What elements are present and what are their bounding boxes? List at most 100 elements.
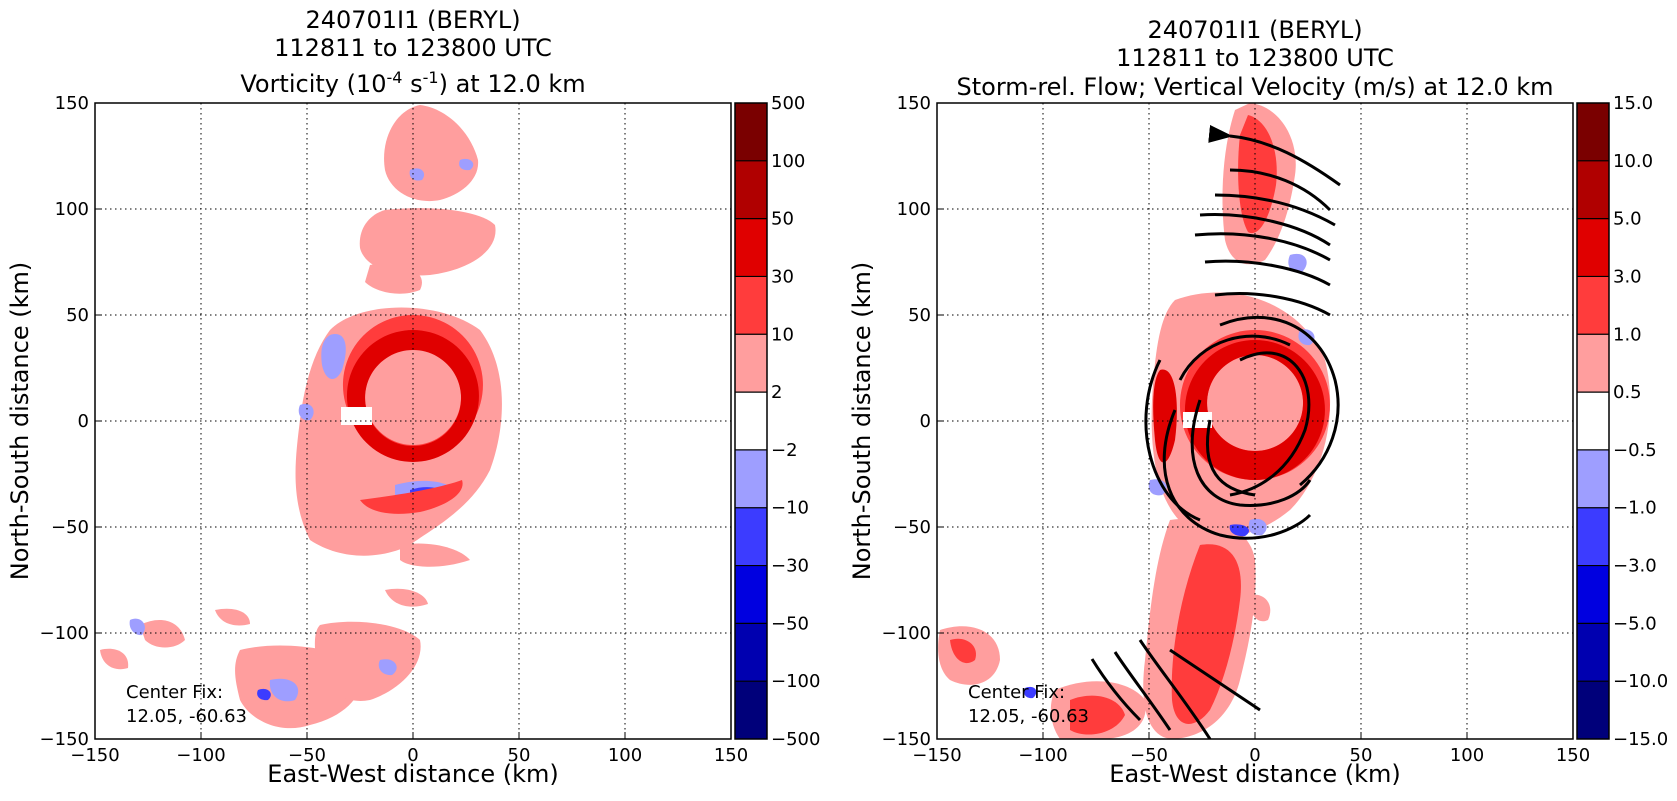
colorbar-label: 3.0 [1613, 266, 1642, 287]
colorbar-label: −500 [771, 729, 820, 750]
colorbar-segment [1577, 681, 1609, 739]
colorbar-segment [1577, 334, 1609, 393]
colorbar-label: 10 [771, 324, 794, 345]
colorbar-label: 0.5 [1613, 382, 1642, 403]
colorbar-segment [1577, 565, 1609, 624]
x-tick-label: 0 [1249, 745, 1260, 766]
colorbar-frame [734, 102, 768, 740]
colorbar-label: −0.5 [1613, 440, 1657, 461]
colorbar-segment [1577, 392, 1609, 450]
colorbar-segment [1577, 218, 1609, 277]
y-tick-label: 50 [908, 305, 931, 326]
y-tick-label: 0 [920, 411, 931, 432]
x-tick-label: −150 [912, 745, 961, 766]
center-fix-label: Center Fix: [968, 682, 1065, 703]
colorbar-label: 30 [771, 266, 794, 287]
vorticity-field [100, 105, 502, 729]
center-fix-value: 12.05, -60.63 [126, 706, 247, 727]
colorbar-segment [735, 218, 767, 277]
center-fix-label: Center Fix: [126, 682, 223, 703]
colorbar-label: −5.0 [1613, 613, 1657, 634]
x-tick-label: −50 [288, 745, 326, 766]
vertical-velocity-panel: 240701I1 (BERYL) 112811 to 123800 UTC St… [848, 16, 1668, 788]
colorbar-segment [735, 507, 767, 566]
colorbar: 15.0 10.0 5.0 3.0 1.0 0.5 −0.5 −1.0 −3.0 −5.0 −10.… [1576, 93, 1668, 750]
x-tick-label: 50 [508, 745, 531, 766]
y-tick-label: 50 [66, 305, 89, 326]
panel-title-line2: 112811 to 123800 UTC [1116, 44, 1394, 72]
colorbar-label: 1.0 [1613, 324, 1642, 345]
y-tick-label: −150 [882, 729, 931, 750]
colorbar-label: −100 [771, 671, 820, 692]
colorbar-label: 500 [771, 93, 805, 114]
colorbar-segment [735, 334, 767, 393]
streamlines [1090, 124, 1341, 739]
colorbar-segment [735, 160, 767, 219]
colorbar-label: 15.0 [1613, 93, 1653, 114]
colorbar-label: 5.0 [1613, 209, 1642, 230]
colorbar-segment [1577, 507, 1609, 566]
colorbar-label: −3.0 [1613, 556, 1657, 577]
grid-lines [95, 103, 731, 739]
colorbar-label: −50 [771, 613, 809, 634]
colorbar-segment [735, 565, 767, 624]
colorbar-frame [1576, 102, 1610, 740]
x-tick-label: −100 [176, 745, 225, 766]
colorbar-segment [1577, 449, 1609, 508]
colorbar-label: 2 [771, 382, 782, 403]
colorbar-label: 100 [771, 151, 805, 172]
x-tick-label: −50 [1130, 745, 1168, 766]
colorbar-label: −2 [771, 440, 798, 461]
y-tick-label: −100 [882, 623, 931, 644]
x-axis-label: East-West distance (km) [267, 760, 558, 788]
colorbar-label: −15.0 [1613, 729, 1668, 750]
colorbar-segment [1577, 160, 1609, 219]
colorbar-segment [735, 276, 767, 335]
x-axis-label: East-West distance (km) [1109, 760, 1400, 788]
x-tick-label: 0 [407, 745, 418, 766]
colorbar-label: −30 [771, 556, 809, 577]
colorbar-segment [1577, 276, 1609, 335]
colorbar-segment [735, 681, 767, 739]
x-tick-label: −150 [70, 745, 119, 766]
x-tick-label: 150 [714, 745, 748, 766]
center-fix-value: 12.05, -60.63 [968, 706, 1089, 727]
colorbar-label: 50 [771, 209, 794, 230]
colorbar-label: 10.0 [1613, 151, 1653, 172]
colorbar-label: −10 [771, 498, 809, 519]
panel-title-line1: 240701I1 (BERYL) [1147, 16, 1362, 44]
updraft-blobs [950, 115, 1330, 735]
colorbar: 500 100 50 30 10 2 −2 −10 −30 −50 −100 −500 [734, 93, 820, 750]
y-tick-label: 150 [55, 93, 89, 114]
y-tick-label: −150 [40, 729, 89, 750]
y-axis-label: North-South distance (km) [848, 262, 876, 581]
colorbar-label: −10.0 [1613, 671, 1668, 692]
axis-ticks: −150 −100 −50 0 50 100 150 150 100 50 0 −50 −100 −150 [882, 93, 1591, 766]
vorticity-panel: 240701I1 (BERYL) 112811 to 123800 UTC Vo… [6, 6, 820, 788]
axis-ticks: −150 −100 −50 0 50 100 150 150 100 50 0 −50 −100 −150 [40, 93, 749, 766]
x-tick-label: 100 [608, 745, 642, 766]
y-tick-label: −50 [893, 517, 931, 538]
colorbar-segment [735, 623, 767, 682]
colorbar-label: −1.0 [1613, 498, 1657, 519]
x-tick-label: 100 [1450, 745, 1484, 766]
colorbar-segment [1577, 103, 1609, 161]
vertical-velocity-field [938, 103, 1331, 739]
y-axis-label: North-South distance (km) [6, 262, 34, 581]
grid-lines [937, 103, 1573, 739]
panel-title-line3: Storm-rel. Flow; Vertical Velocity (m/s)… [957, 73, 1554, 101]
y-tick-label: −100 [40, 623, 89, 644]
y-tick-label: 150 [897, 93, 931, 114]
y-tick-label: 100 [55, 199, 89, 220]
core-ring [341, 315, 483, 514]
downdraft-blobs [1023, 253, 1315, 699]
panel-title-line3: Vorticity (10-4 s-1) at 12.0 km [240, 68, 585, 98]
y-tick-label: −50 [51, 517, 89, 538]
colorbar-segment [735, 392, 767, 450]
y-tick-label: 0 [78, 411, 89, 432]
panel-title-line1: 240701I1 (BERYL) [305, 6, 520, 34]
colorbar-segment [735, 449, 767, 508]
panel-title-line2: 112811 to 123800 UTC [274, 34, 552, 62]
x-tick-label: 50 [1350, 745, 1373, 766]
